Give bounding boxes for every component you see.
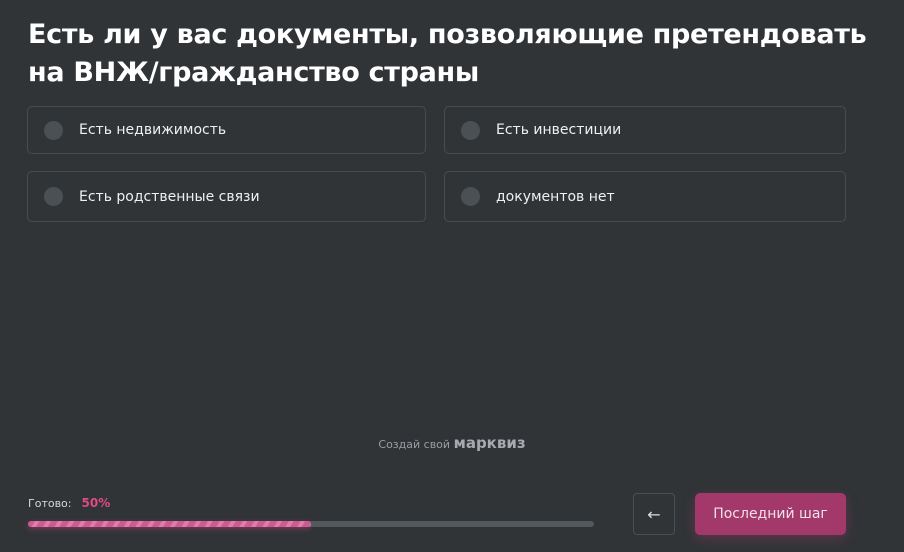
radio-icon[interactable] xyxy=(461,120,480,140)
back-button[interactable]: ← xyxy=(633,493,675,535)
option-label: Есть инвестиции xyxy=(496,122,622,138)
progress-label-text: Готово: xyxy=(28,497,72,510)
question-title: Есть ли у вас документы, позволяющие пре… xyxy=(28,19,867,88)
progress-percent: 50% xyxy=(81,496,111,510)
option-family-ties[interactable]: Есть родственные связи xyxy=(27,171,426,222)
option-investments[interactable]: Есть инвестиции xyxy=(444,106,846,154)
radio-icon[interactable] xyxy=(461,187,480,206)
branding-link[interactable]: Создай свой марквиз xyxy=(0,434,904,452)
progress-label: Готово: 50% xyxy=(28,496,110,510)
progress-bar-fill xyxy=(28,521,311,527)
radio-icon[interactable] xyxy=(44,187,63,206)
option-label: Есть недвижимость xyxy=(79,122,227,138)
progress-bar xyxy=(28,521,594,527)
branding-name: марквиз xyxy=(453,434,526,452)
option-label: документов нет xyxy=(496,188,615,205)
option-label: Есть родственные связи xyxy=(79,188,260,205)
radio-icon[interactable] xyxy=(44,120,63,140)
option-real-estate[interactable]: Есть недвижимость xyxy=(27,106,426,154)
next-button[interactable]: Последний шаг xyxy=(695,493,846,535)
arrow-left-icon: ← xyxy=(647,504,661,524)
branding-prefix: Создай свой xyxy=(378,438,451,451)
option-no-documents[interactable]: документов нет xyxy=(444,171,846,222)
